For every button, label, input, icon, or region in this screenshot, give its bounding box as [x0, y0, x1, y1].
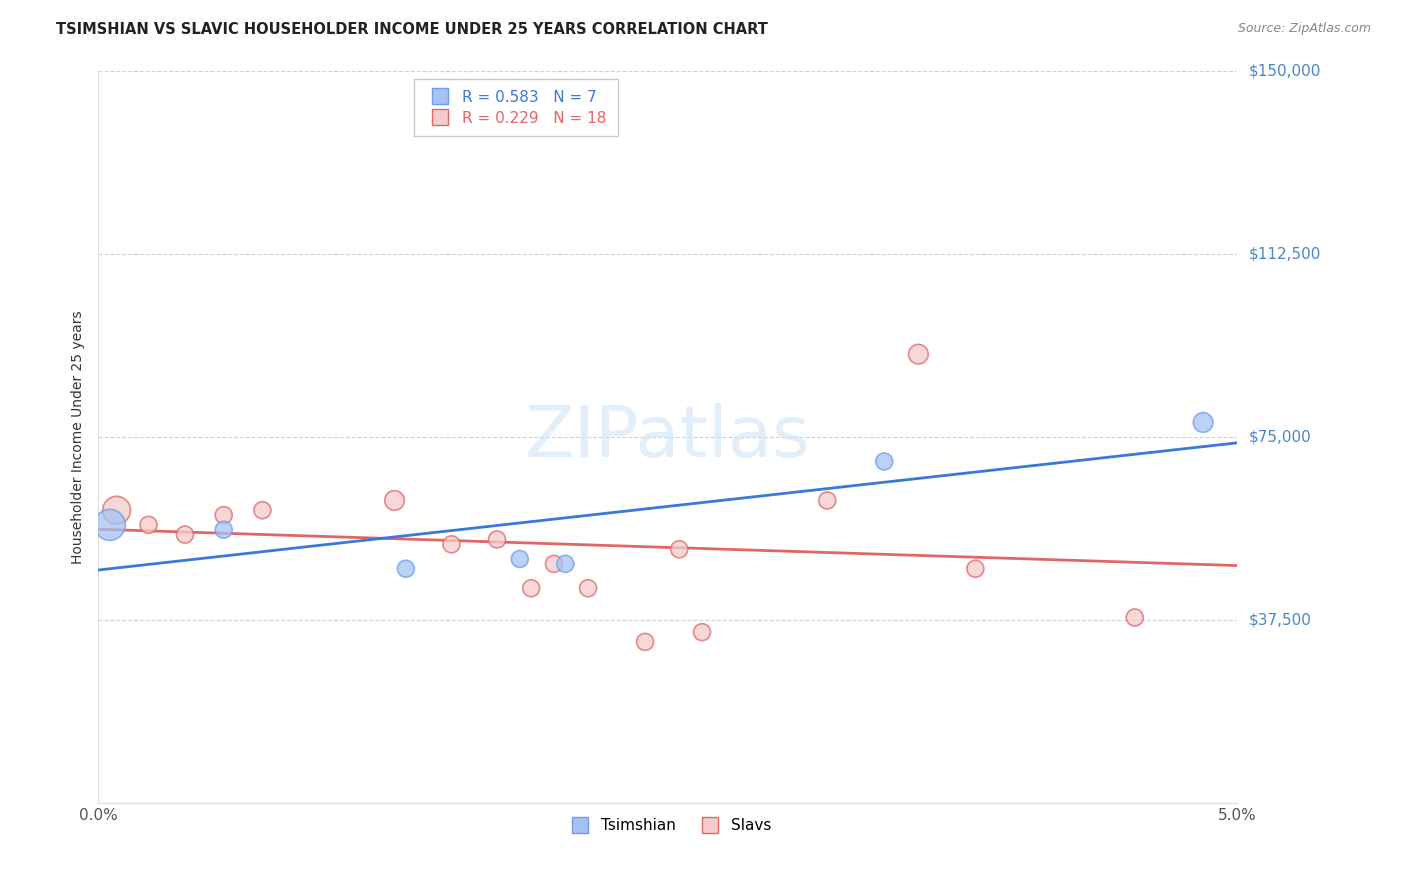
Point: [907, 347, 929, 361]
Y-axis label: Householder Income Under 25 years: Householder Income Under 25 years: [72, 310, 86, 564]
Point: [1123, 610, 1146, 624]
Point: [138, 517, 160, 532]
Text: $75,000: $75,000: [1249, 430, 1312, 444]
Point: [520, 581, 543, 595]
Point: [815, 493, 838, 508]
Text: TSIMSHIAN VS SLAVIC HOUSEHOLDER INCOME UNDER 25 YEARS CORRELATION CHART: TSIMSHIAN VS SLAVIC HOUSEHOLDER INCOME U…: [56, 22, 768, 37]
Point: [252, 503, 274, 517]
Point: [1192, 416, 1215, 430]
Point: [486, 533, 509, 547]
Point: [543, 557, 565, 571]
Point: [105, 503, 128, 517]
Text: ZIPatlas: ZIPatlas: [524, 402, 811, 472]
Point: [873, 454, 896, 468]
Point: [576, 581, 599, 595]
Point: [212, 523, 235, 537]
Point: [965, 562, 987, 576]
Point: [174, 527, 197, 541]
Point: [440, 537, 463, 551]
Point: [212, 508, 235, 522]
Text: $112,500: $112,500: [1249, 247, 1320, 261]
Text: $37,500: $37,500: [1249, 613, 1312, 627]
Text: Source: ZipAtlas.com: Source: ZipAtlas.com: [1237, 22, 1371, 36]
Point: [690, 625, 713, 640]
Point: [634, 635, 657, 649]
Point: [384, 493, 406, 508]
Point: [509, 552, 531, 566]
Point: [98, 517, 121, 532]
Point: [554, 557, 576, 571]
Legend: Tsimshian, Slavs: Tsimshian, Slavs: [558, 812, 778, 839]
Point: [668, 542, 690, 557]
Point: [395, 562, 418, 576]
Text: $150,000: $150,000: [1249, 64, 1320, 78]
